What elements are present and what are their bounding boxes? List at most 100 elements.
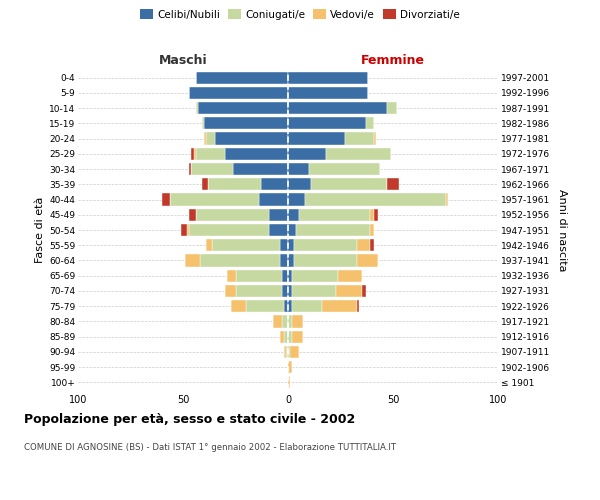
Bar: [196, 148, 225, 160]
Bar: [374, 132, 376, 144]
Bar: [288, 224, 296, 236]
Bar: [225, 148, 288, 160]
Bar: [387, 102, 397, 114]
Bar: [235, 285, 282, 297]
Bar: [170, 194, 259, 205]
Bar: [280, 239, 288, 252]
Bar: [280, 330, 284, 343]
Bar: [181, 224, 187, 236]
Bar: [260, 178, 288, 190]
Bar: [191, 148, 193, 160]
Bar: [288, 178, 311, 190]
Bar: [274, 316, 282, 328]
Y-axis label: Anni di nascita: Anni di nascita: [557, 188, 566, 271]
Bar: [309, 163, 380, 175]
Bar: [288, 117, 366, 130]
Bar: [374, 208, 379, 221]
Bar: [284, 300, 288, 312]
Bar: [337, 285, 361, 297]
Bar: [282, 285, 288, 297]
Bar: [387, 178, 400, 190]
Bar: [189, 208, 196, 221]
Bar: [288, 132, 345, 144]
Bar: [187, 224, 189, 236]
Bar: [280, 254, 288, 266]
Bar: [288, 270, 292, 282]
Bar: [208, 178, 260, 190]
Bar: [288, 330, 292, 343]
Bar: [191, 163, 233, 175]
Bar: [212, 239, 280, 252]
Bar: [366, 117, 374, 130]
Bar: [286, 346, 288, 358]
Bar: [288, 163, 309, 175]
Bar: [200, 254, 280, 266]
Bar: [288, 239, 295, 252]
Bar: [361, 285, 366, 297]
Bar: [305, 194, 446, 205]
Bar: [288, 300, 292, 312]
Bar: [288, 148, 326, 160]
Bar: [225, 285, 235, 297]
Bar: [370, 224, 374, 236]
Bar: [358, 239, 370, 252]
Bar: [269, 208, 288, 221]
Bar: [288, 208, 299, 221]
Bar: [290, 346, 299, 358]
Bar: [288, 376, 290, 388]
Bar: [288, 254, 295, 266]
Bar: [288, 194, 305, 205]
Bar: [322, 300, 358, 312]
Bar: [196, 72, 288, 84]
Bar: [227, 270, 235, 282]
Legend: Celibi/Nubili, Coniugati/e, Vedovi/e, Divorziati/e: Celibi/Nubili, Coniugati/e, Vedovi/e, Di…: [136, 5, 464, 24]
Bar: [185, 254, 200, 266]
Bar: [196, 208, 269, 221]
Text: COMUNE DI AGNOSINE (BS) - Dati ISTAT 1° gennaio 2002 - Elaborazione TUTTITALIA.I: COMUNE DI AGNOSINE (BS) - Dati ISTAT 1° …: [24, 442, 396, 452]
Bar: [292, 285, 337, 297]
Y-axis label: Fasce di età: Fasce di età: [35, 197, 45, 263]
Bar: [198, 102, 288, 114]
Bar: [370, 208, 374, 221]
Bar: [288, 87, 368, 99]
Bar: [190, 163, 191, 175]
Bar: [193, 148, 196, 160]
Bar: [189, 87, 288, 99]
Bar: [204, 117, 288, 130]
Bar: [345, 132, 374, 144]
Bar: [259, 194, 288, 205]
Bar: [338, 270, 362, 282]
Bar: [292, 330, 303, 343]
Bar: [196, 102, 198, 114]
Bar: [206, 132, 215, 144]
Text: Popolazione per età, sesso e stato civile - 2002: Popolazione per età, sesso e stato civil…: [24, 412, 355, 426]
Bar: [215, 132, 288, 144]
Bar: [282, 270, 288, 282]
Bar: [284, 330, 288, 343]
Bar: [282, 316, 288, 328]
Bar: [292, 270, 338, 282]
Bar: [292, 300, 322, 312]
Bar: [288, 72, 368, 84]
Bar: [296, 224, 370, 236]
Bar: [284, 346, 286, 358]
Bar: [295, 239, 358, 252]
Bar: [235, 270, 282, 282]
Bar: [206, 239, 212, 252]
Bar: [370, 239, 374, 252]
Bar: [202, 178, 208, 190]
Bar: [445, 194, 448, 205]
Bar: [233, 163, 288, 175]
Bar: [288, 285, 292, 297]
Bar: [288, 346, 290, 358]
Bar: [190, 224, 269, 236]
Bar: [232, 300, 246, 312]
Bar: [269, 224, 288, 236]
Bar: [162, 194, 170, 205]
Bar: [311, 178, 387, 190]
Bar: [358, 300, 359, 312]
Text: Maschi: Maschi: [158, 54, 208, 68]
Text: Femmine: Femmine: [361, 54, 425, 68]
Bar: [246, 300, 284, 312]
Bar: [292, 316, 303, 328]
